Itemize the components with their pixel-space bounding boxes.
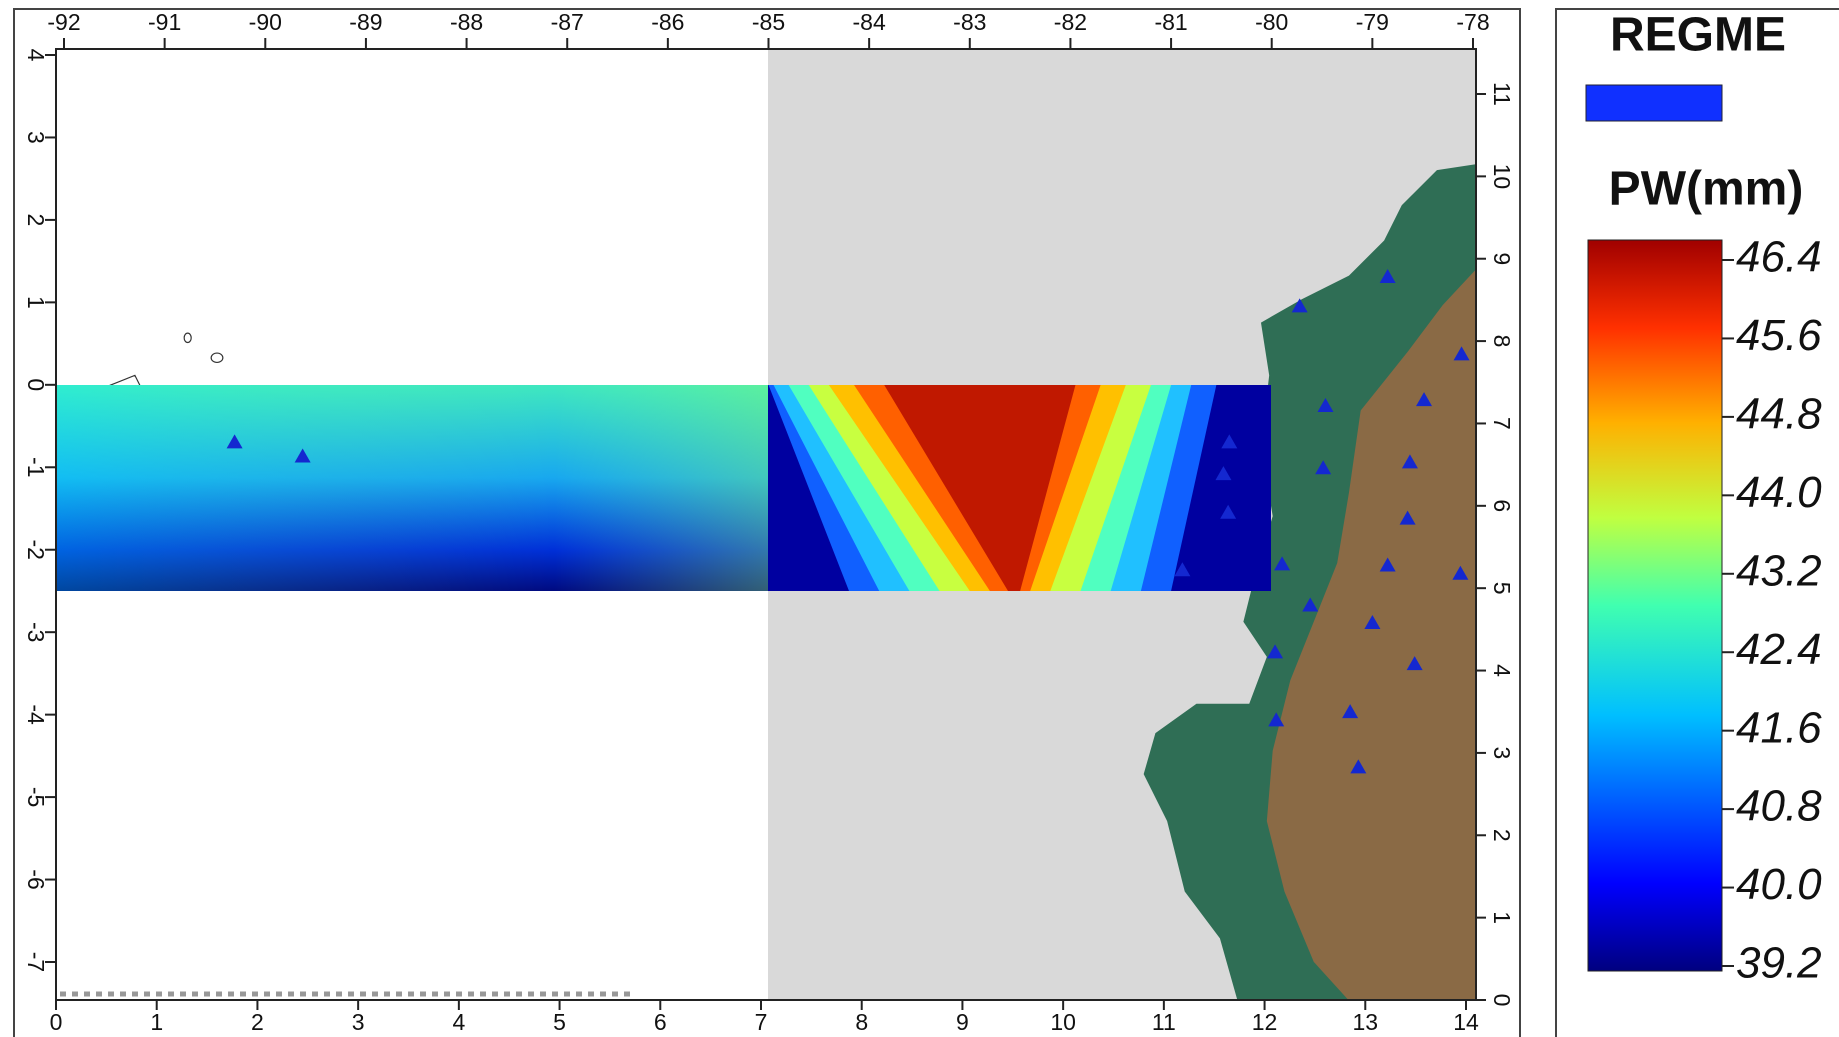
right-tick-label: 7 [1489, 417, 1515, 430]
left-tick-label: -4 [23, 704, 49, 725]
left-tick-label: 1 [23, 296, 49, 309]
bottom-tick-label: 14 [1453, 1009, 1479, 1035]
top-tick-label: -85 [752, 9, 785, 35]
right-tick-label: 5 [1489, 582, 1515, 595]
bottom-tick-label: 0 [50, 1009, 63, 1035]
colorbar-tick-label: 44.8 [1736, 390, 1822, 439]
colorbar-tick-label: 39.2 [1736, 939, 1822, 988]
top-tick-label: -81 [1154, 9, 1187, 35]
left-tick-label: -2 [23, 540, 49, 560]
top-tick-label: -84 [853, 9, 886, 35]
bottom-tick-label: 5 [553, 1009, 566, 1035]
left-tick-label: -1 [23, 457, 49, 477]
top-tick-label: -92 [47, 9, 80, 35]
right-tick-label: 9 [1489, 252, 1515, 265]
top-tick-label: -78 [1456, 9, 1489, 35]
top-tick-label: -82 [1054, 9, 1087, 35]
bottom-tick-label: 8 [855, 1009, 868, 1035]
top-tick-label: -90 [249, 9, 282, 35]
right-tick-label: 2 [1489, 829, 1515, 842]
top-tick-label: -86 [651, 9, 684, 35]
right-tick-label: 3 [1489, 747, 1515, 760]
top-tick-label: -80 [1255, 9, 1288, 35]
stations-title: REGME [1610, 9, 1786, 62]
left-tick-label: -7 [23, 952, 49, 972]
left-tick-label: 3 [23, 131, 49, 144]
left-tick-label: 0 [23, 378, 49, 391]
pw-field [56, 385, 1271, 591]
left-tick-label: 4 [23, 49, 49, 62]
colorbar [1588, 240, 1722, 971]
colorbar-title: PW(mm) [1609, 163, 1804, 216]
right-tick-label: 8 [1489, 335, 1515, 348]
bottom-tick-label: 6 [654, 1009, 667, 1035]
pw-left-tint [56, 385, 768, 591]
left-tick-label: -6 [23, 869, 49, 889]
bottom-tick-label: 7 [755, 1009, 768, 1035]
top-tick-label: -79 [1356, 9, 1389, 35]
right-tick-label: 1 [1489, 911, 1515, 924]
colorbar-tick-label: 46.4 [1736, 233, 1822, 282]
top-tick-label: -91 [148, 9, 181, 35]
colorbar-tick-label: 40.8 [1736, 782, 1822, 831]
bottom-tick-label: 3 [352, 1009, 365, 1035]
colorbar-tick-label: 44.0 [1736, 468, 1822, 517]
right-tick-label: 0 [1489, 994, 1515, 1007]
colorbar-tick-label: 40.0 [1736, 860, 1822, 909]
bottom-tick-label: 12 [1252, 1009, 1278, 1035]
bottom-tick-label: 11 [1152, 1009, 1176, 1035]
top-tick-label: -83 [953, 9, 986, 35]
colorbar-tick-label: 41.6 [1736, 703, 1822, 752]
colorbar-tick-label: 43.2 [1736, 546, 1822, 595]
top-tick-label: -87 [551, 9, 584, 35]
right-tick-label: 6 [1489, 499, 1515, 512]
colorbar-tick-label: 42.4 [1736, 625, 1822, 674]
left-tick-label: -5 [23, 787, 49, 807]
bottom-tick-label: 13 [1352, 1009, 1378, 1035]
left-tick-label: 2 [23, 214, 49, 227]
top-tick-label: -89 [349, 9, 382, 35]
right-tick-label: 11 [1489, 82, 1515, 106]
bottom-tick-label: 1 [150, 1009, 163, 1035]
bottom-tick-label: 4 [452, 1009, 465, 1035]
bottom-tick-label: 10 [1050, 1009, 1076, 1035]
right-tick-label: 10 [1489, 164, 1515, 190]
stations-swatch [1586, 85, 1722, 121]
page: REGME PW(mm) -92 -91 -90 -89 -88 -87 -86 -85 -84… [0, 0, 1839, 1037]
bottom-tick-label: 9 [956, 1009, 969, 1035]
top-tick-label: -88 [450, 9, 483, 35]
colorbar-tick-label: 45.6 [1736, 311, 1822, 360]
right-tick-label: 4 [1489, 664, 1515, 677]
left-tick-label: -3 [23, 622, 49, 642]
bottom-tick-label: 2 [251, 1009, 264, 1035]
